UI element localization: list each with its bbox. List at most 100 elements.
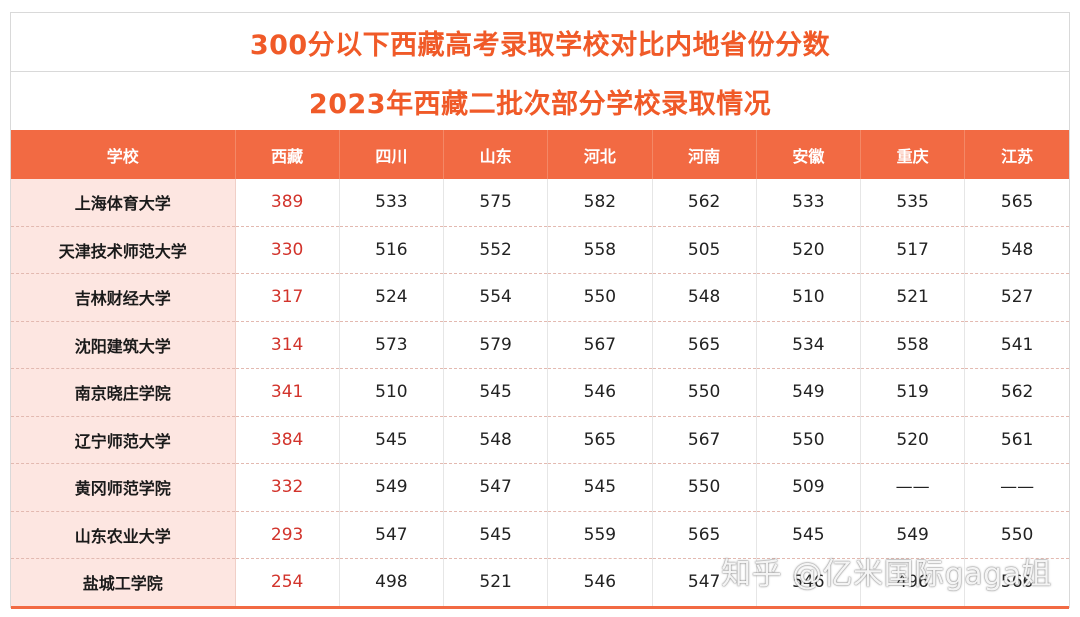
header-shandong: 山东 xyxy=(443,130,549,179)
school-name-cell: 吉林财经大学 xyxy=(11,273,236,322)
page-title: 300分以下西藏高考录取学校对比内地省份分数 xyxy=(249,29,831,61)
province-score-cell: 535 xyxy=(860,179,966,227)
header-anhui: 安徽 xyxy=(756,130,862,179)
province-score-cell: —— xyxy=(964,463,1069,512)
province-score-cell: 521 xyxy=(860,273,966,322)
province-score-cell: 573 xyxy=(339,321,445,369)
province-score-cell: 558 xyxy=(547,226,653,274)
province-score-cell: 567 xyxy=(652,416,757,464)
province-score-cell: 534 xyxy=(756,321,862,369)
xizang-score-cell: 254 xyxy=(235,558,340,609)
province-score-cell: 527 xyxy=(964,273,1069,322)
province-score-cell: 550 xyxy=(964,511,1069,559)
header-school: 学校 xyxy=(11,130,236,179)
school-name-cell: 南京晓庄学院 xyxy=(11,368,236,417)
province-score-cell: 548 xyxy=(652,273,757,322)
province-score-cell: 545 xyxy=(339,416,445,464)
school-name-cell: 天津技术师范大学 xyxy=(11,226,236,274)
province-score-cell: 567 xyxy=(547,321,653,369)
xizang-score-cell: 384 xyxy=(235,416,340,464)
province-score-cell: 549 xyxy=(756,368,862,417)
watermark: 知乎 @亿米国际gaga姐 xyxy=(721,557,1052,592)
school-name-cell: 山东农业大学 xyxy=(11,511,236,559)
province-score-cell: 498 xyxy=(339,558,445,609)
province-score-cell: 579 xyxy=(443,321,549,369)
province-score-cell: 554 xyxy=(443,273,549,322)
province-score-cell: 550 xyxy=(652,463,757,512)
province-score-cell: 548 xyxy=(443,416,549,464)
province-score-cell: 559 xyxy=(547,511,653,559)
province-score-cell: 549 xyxy=(339,463,445,512)
province-score-cell: 533 xyxy=(339,179,445,227)
xizang-score-cell: 330 xyxy=(235,226,340,274)
header-xizang: 西藏 xyxy=(235,130,340,179)
header-jiangsu: 江苏 xyxy=(964,130,1069,179)
province-score-cell: 565 xyxy=(964,179,1069,227)
xizang-score-cell: 293 xyxy=(235,511,340,559)
table-row: 沈阳建筑大学 314 573 579 567 565 534 558 541 xyxy=(11,321,1069,369)
province-score-cell: 516 xyxy=(339,226,445,274)
header-hebei: 河北 xyxy=(547,130,653,179)
province-score-cell: 519 xyxy=(860,368,966,417)
province-score-cell: 510 xyxy=(756,273,862,322)
province-score-cell: 545 xyxy=(443,511,549,559)
xizang-score-cell: 314 xyxy=(235,321,340,369)
province-score-cell: 558 xyxy=(860,321,966,369)
page-subtitle: 2023年西藏二批次部分学校录取情况 xyxy=(308,88,772,120)
school-name-cell: 上海体育大学 xyxy=(11,179,236,227)
province-score-cell: 541 xyxy=(964,321,1069,369)
province-score-cell: 520 xyxy=(756,226,862,274)
province-score-cell: 545 xyxy=(756,511,862,559)
xizang-score-cell: 341 xyxy=(235,368,340,417)
province-score-cell: 521 xyxy=(443,558,549,609)
school-name-cell: 辽宁师范大学 xyxy=(11,416,236,464)
province-score-cell: 547 xyxy=(652,558,757,609)
xizang-score-cell: 389 xyxy=(235,179,340,227)
school-name-cell: 盐城工学院 xyxy=(11,558,236,609)
title-row: 300分以下西藏高考录取学校对比内地省份分数 xyxy=(11,13,1069,72)
province-score-cell: 520 xyxy=(860,416,966,464)
school-name-cell: 黄冈师范学院 xyxy=(11,463,236,512)
table-row: 上海体育大学 389 533 575 582 562 533 535 565 xyxy=(11,179,1069,227)
xizang-score-cell: 332 xyxy=(235,463,340,512)
province-score-cell: 546 xyxy=(756,558,862,609)
table-header-row: 学校 西藏 四川 山东 河北 河南 安徽 重庆 江苏 xyxy=(11,130,1069,179)
table-row: 盐城工学院 254 498 521 546 547 546 496 566 xyxy=(11,558,1069,609)
header-sichuan: 四川 xyxy=(339,130,445,179)
province-score-cell: 582 xyxy=(547,179,653,227)
admission-table-sheet: 300分以下西藏高考录取学校对比内地省份分数 2023年西藏二批次部分学校录取情… xyxy=(10,12,1070,609)
province-score-cell: —— xyxy=(860,463,966,512)
province-score-cell: 546 xyxy=(547,368,653,417)
province-score-cell: 549 xyxy=(860,511,966,559)
province-score-cell: 509 xyxy=(756,463,862,512)
province-score-cell: 546 xyxy=(547,558,653,609)
province-score-cell: 562 xyxy=(652,179,757,227)
table-row: 黄冈师范学院 332 549 547 545 550 509 —— —— xyxy=(11,463,1069,512)
header-henan: 河南 xyxy=(652,130,757,179)
province-score-cell: 566 xyxy=(964,558,1069,609)
province-score-cell: 533 xyxy=(756,179,862,227)
table-row: 南京晓庄学院 341 510 545 546 550 549 519 562 xyxy=(11,368,1069,417)
province-score-cell: 545 xyxy=(443,368,549,417)
province-score-cell: 524 xyxy=(339,273,445,322)
province-score-cell: 505 xyxy=(652,226,757,274)
province-score-cell: 517 xyxy=(860,226,966,274)
province-score-cell: 496 xyxy=(860,558,966,609)
province-score-cell: 550 xyxy=(756,416,862,464)
table-row: 辽宁师范大学 384 545 548 565 567 550 520 561 xyxy=(11,416,1069,464)
province-score-cell: 548 xyxy=(964,226,1069,274)
province-score-cell: 510 xyxy=(339,368,445,417)
province-score-cell: 562 xyxy=(964,368,1069,417)
province-score-cell: 552 xyxy=(443,226,549,274)
province-score-cell: 575 xyxy=(443,179,549,227)
province-score-cell: 550 xyxy=(652,368,757,417)
table-row: 吉林财经大学 317 524 554 550 548 510 521 527 xyxy=(11,273,1069,322)
admission-score-table: 学校 西藏 四川 山东 河北 河南 安徽 重庆 江苏 上海体育大学 389 533 5… xyxy=(11,130,1069,609)
subtitle-row: 2023年西藏二批次部分学校录取情况 xyxy=(11,72,1069,130)
table-row: 山东农业大学 293 547 545 559 565 545 549 550 xyxy=(11,511,1069,559)
province-score-cell: 561 xyxy=(964,416,1069,464)
province-score-cell: 550 xyxy=(547,273,653,322)
province-score-cell: 565 xyxy=(547,416,653,464)
xizang-score-cell: 317 xyxy=(235,273,340,322)
province-score-cell: 547 xyxy=(339,511,445,559)
